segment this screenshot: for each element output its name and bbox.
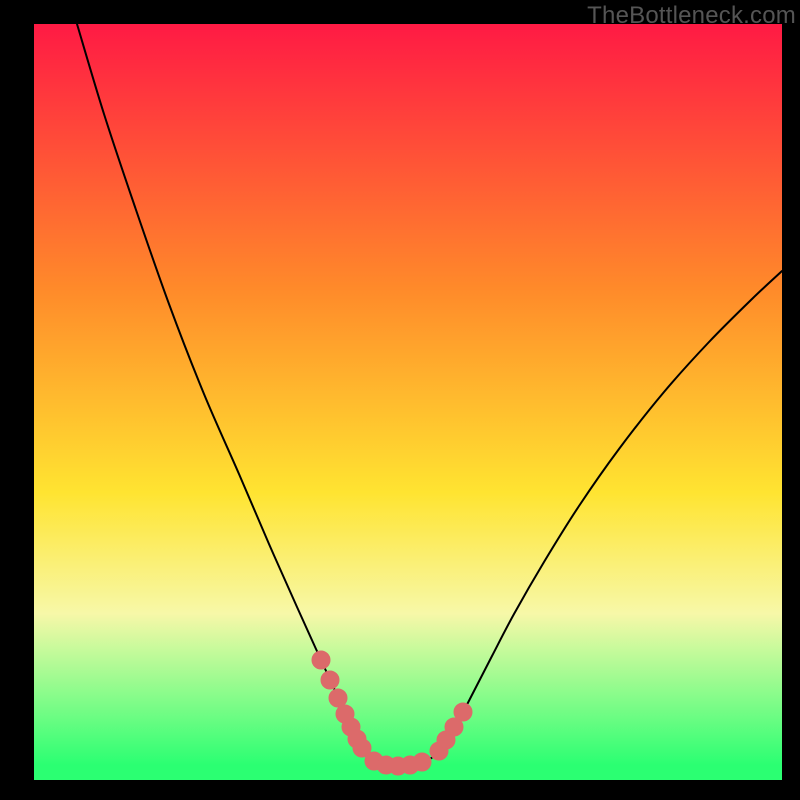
marker-right [454,703,472,721]
chart-svg [0,0,800,800]
marker-left [321,671,339,689]
marker-left [329,689,347,707]
bottleneck-curve-left [77,24,398,766]
chart-canvas: TheBottleneck.com [0,0,800,800]
bottleneck-curve-right [398,271,782,766]
marker-left [312,651,330,669]
marker-bottom [413,753,431,771]
